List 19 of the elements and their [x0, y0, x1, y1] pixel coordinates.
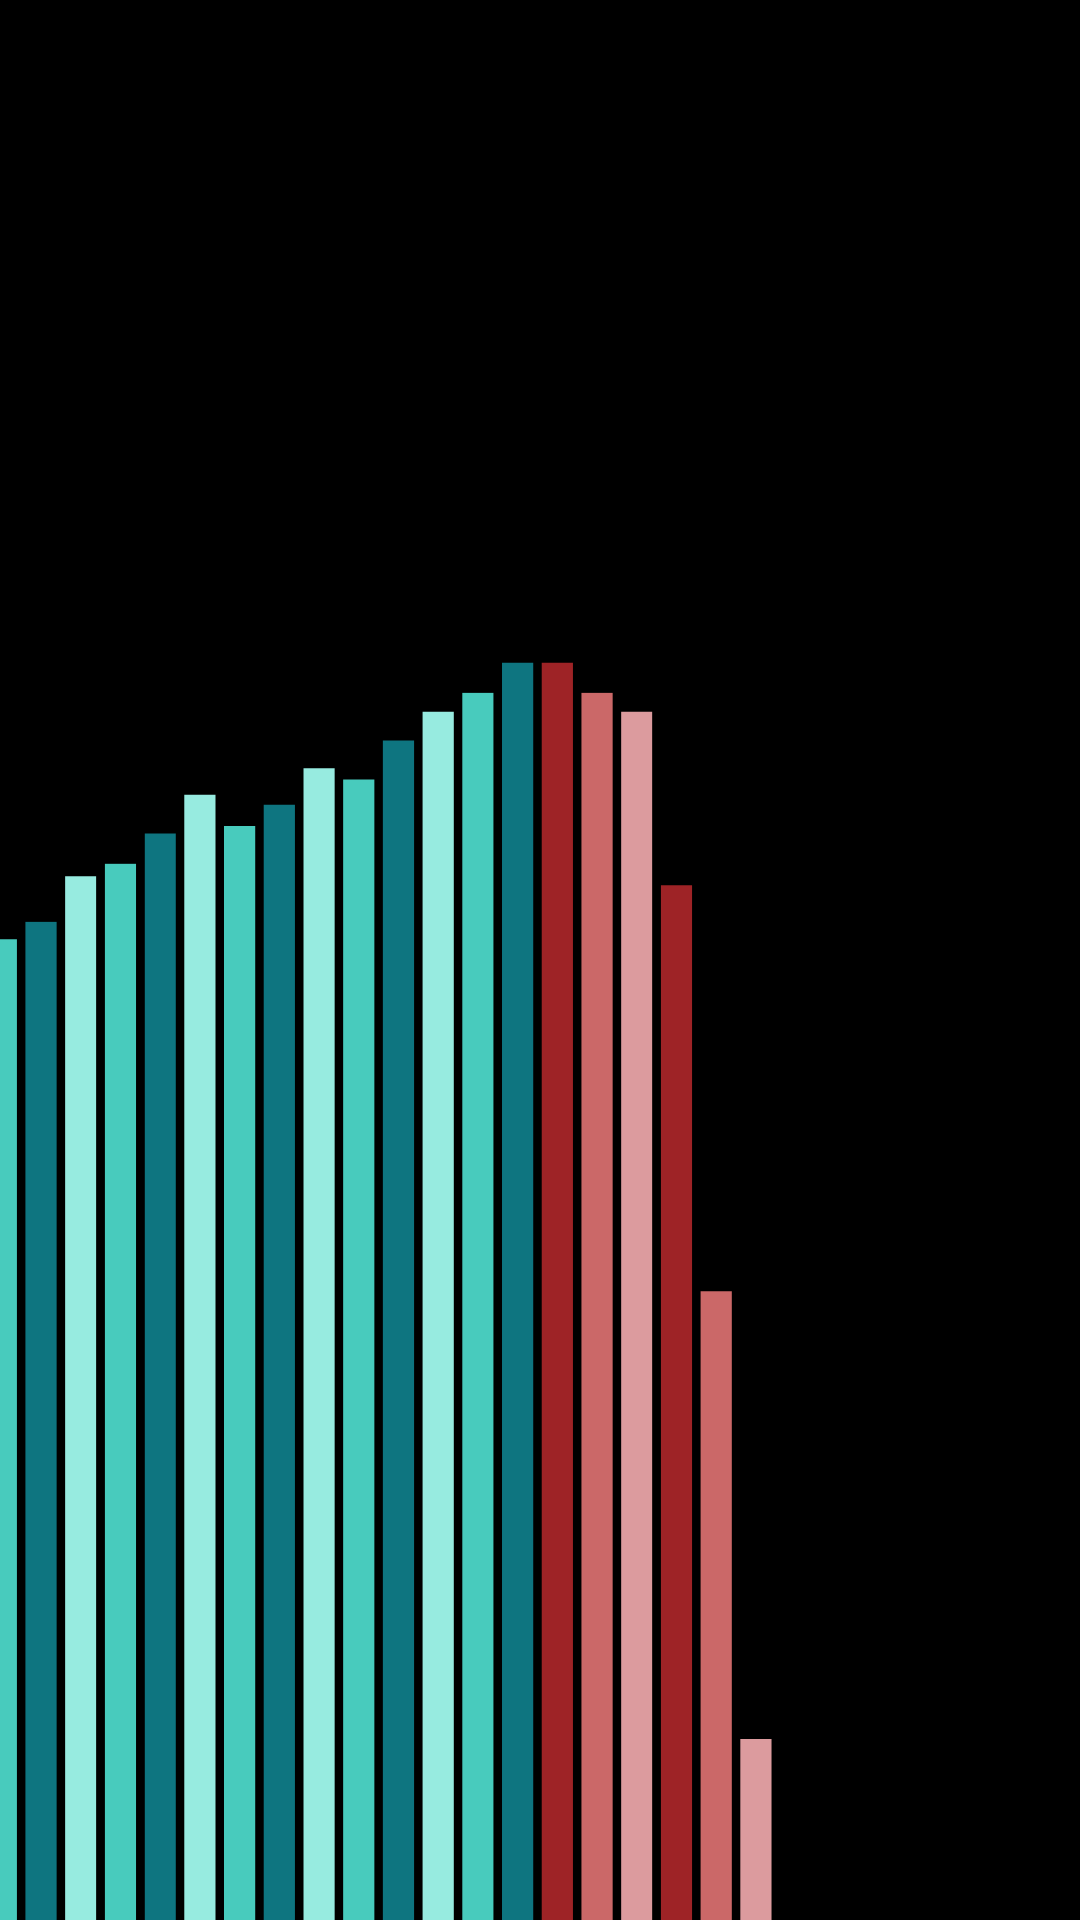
bar [25, 921, 57, 1920]
bar [65, 876, 97, 1920]
bar [303, 768, 335, 1920]
bar [144, 833, 176, 1920]
bar [224, 826, 256, 1920]
bar [422, 711, 454, 1920]
bar [621, 711, 653, 1920]
bar [343, 779, 375, 1920]
bar [382, 740, 415, 1920]
bar [184, 794, 216, 1920]
bar [502, 662, 534, 1920]
bar [263, 804, 295, 1920]
bar [700, 1291, 732, 1920]
bar [104, 863, 137, 1920]
bar [541, 662, 573, 1920]
bar [462, 692, 494, 1920]
bar [581, 692, 613, 1920]
bar [740, 1738, 772, 1920]
bar [660, 885, 693, 1920]
